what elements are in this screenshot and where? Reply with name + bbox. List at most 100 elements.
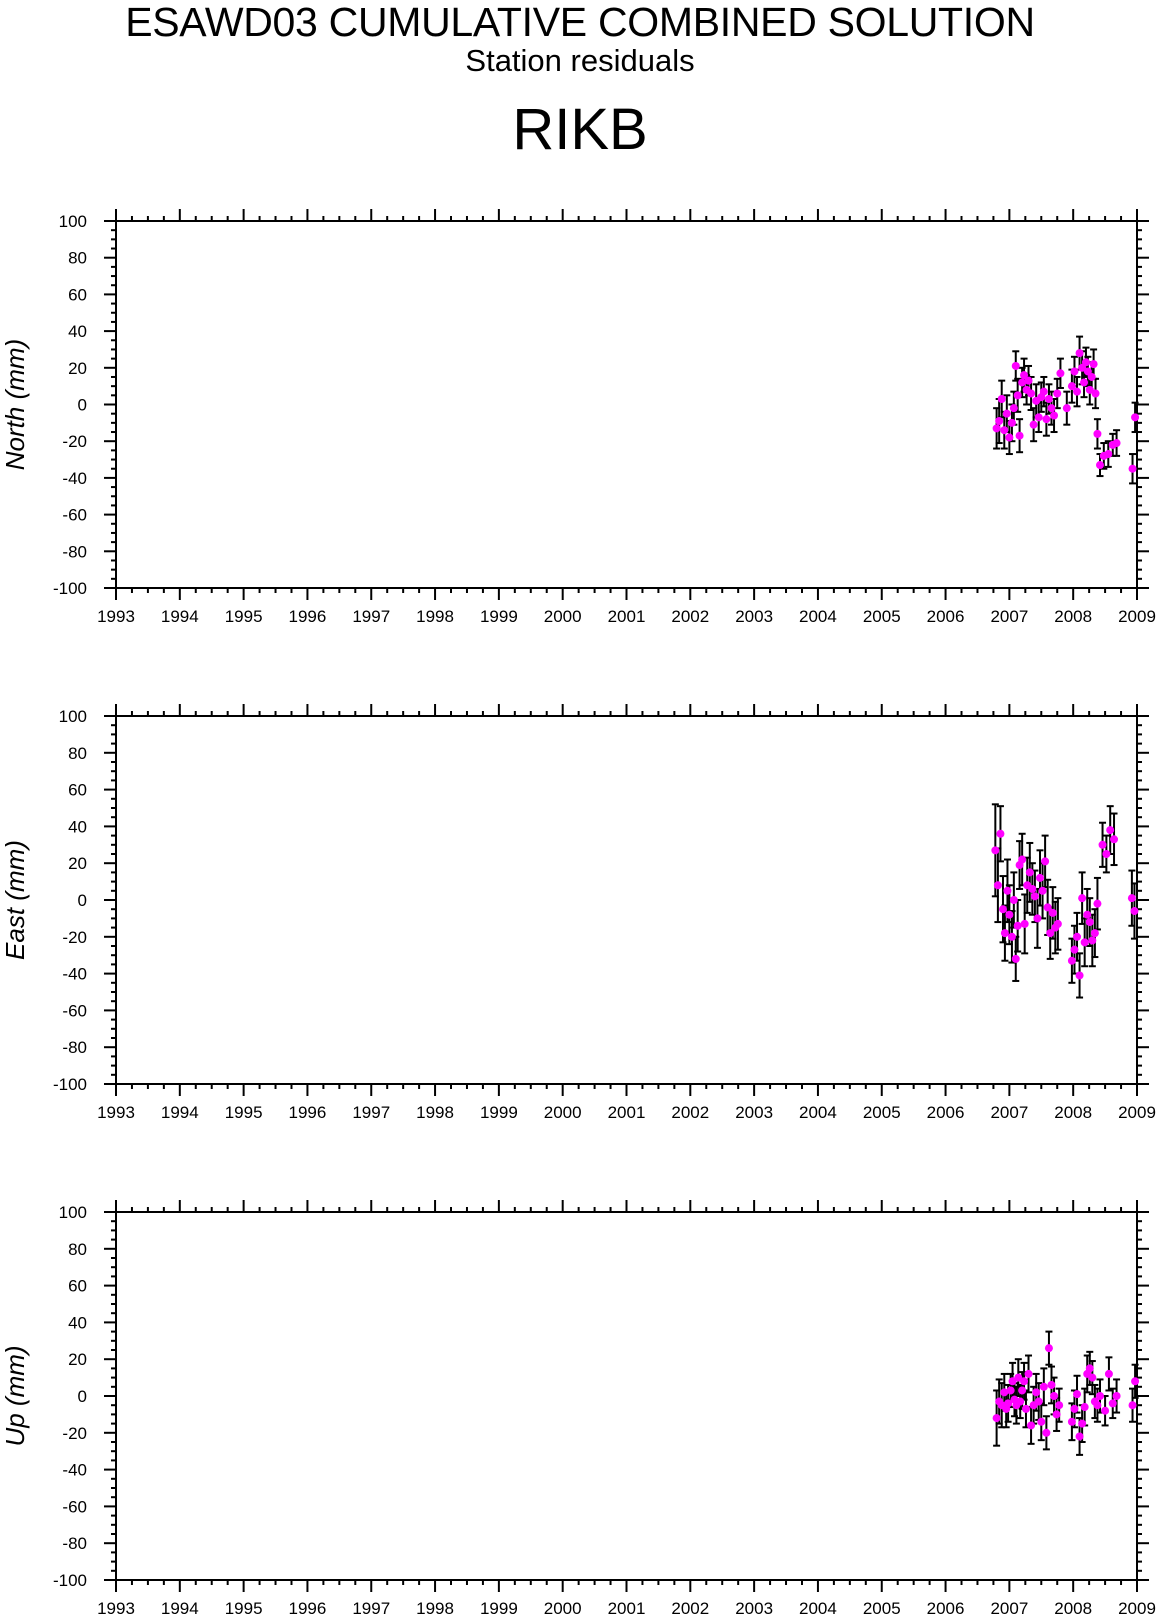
north-x-tick-label: 2007 xyxy=(990,607,1028,626)
east-data-point xyxy=(1025,868,1034,877)
east-data-point xyxy=(1003,886,1012,895)
up-data-point xyxy=(1055,1401,1064,1410)
up-data-point xyxy=(992,1414,1001,1423)
up-data-point xyxy=(1044,1344,1053,1353)
up-y-tick-label: 40 xyxy=(68,1313,87,1332)
up-data-point xyxy=(1052,1410,1061,1419)
up-data-point xyxy=(1039,1382,1048,1391)
east-x-tick-label: 2006 xyxy=(927,1103,965,1122)
east-y-tick-label: -20 xyxy=(62,928,87,947)
up-data-point xyxy=(1042,1428,1051,1437)
up-data-point xyxy=(1108,1399,1117,1408)
north-data-point xyxy=(1000,426,1009,435)
up-data-point xyxy=(1095,1392,1104,1400)
up-y-tick-label: 0 xyxy=(78,1387,87,1406)
up-x-tick-label: 2009 xyxy=(1118,1599,1156,1618)
north-data-point xyxy=(1070,367,1079,376)
up-x-tick-label: 2002 xyxy=(671,1599,709,1618)
east-y-tick-label: -40 xyxy=(62,965,87,984)
east-y-tick-label: -60 xyxy=(62,1001,87,1020)
east-x-tick-label: 1998 xyxy=(416,1103,454,1122)
east-data-point xyxy=(1078,894,1087,903)
north-data-point xyxy=(1080,378,1089,387)
north-x-tick-label: 2002 xyxy=(671,607,709,626)
east-data-point xyxy=(993,881,1002,890)
east-y-tick-label: 20 xyxy=(68,854,87,873)
north-y-tick-label: -40 xyxy=(62,469,87,488)
east-data-point xyxy=(1067,956,1076,965)
east-data-point xyxy=(1013,921,1022,930)
north-data-point xyxy=(1128,464,1137,473)
east-y-tick-label: 100 xyxy=(59,707,87,726)
chart-subtitle: Station residuals xyxy=(465,43,695,78)
north-data-point xyxy=(1011,361,1020,370)
up-data-point xyxy=(1104,1369,1113,1378)
up-y-axis-label: Up (mm) xyxy=(0,1345,30,1446)
north-data-point xyxy=(1056,369,1065,378)
north-x-tick-label: 1998 xyxy=(416,607,454,626)
up-x-tick-label: 1998 xyxy=(416,1599,454,1618)
east-x-tick-label: 2003 xyxy=(735,1103,773,1122)
north-data-point xyxy=(992,424,1001,433)
up-data-point xyxy=(1034,1397,1043,1406)
up-x-tick-label: 2005 xyxy=(863,1599,901,1618)
east-data-point xyxy=(1020,919,1029,928)
north-data-point xyxy=(1062,404,1071,413)
east-data-point xyxy=(1000,929,1009,938)
east-data-point xyxy=(998,905,1007,914)
east-data-point xyxy=(1036,873,1045,882)
north-data-point xyxy=(1034,413,1043,422)
up-y-tick-label: 20 xyxy=(68,1350,87,1369)
up-data-point xyxy=(1101,1406,1110,1415)
north-data-point xyxy=(1112,439,1121,448)
up-data-point xyxy=(1088,1373,1097,1382)
station-name: RIKB xyxy=(512,97,648,162)
east-y-axis-label: East (mm) xyxy=(0,840,30,960)
up-y-tick-label: -80 xyxy=(62,1534,87,1553)
east-data-point xyxy=(1028,884,1037,893)
east-x-tick-label: 1999 xyxy=(480,1103,518,1122)
up-data-point xyxy=(1016,1397,1025,1406)
up-data-point xyxy=(1000,1388,1009,1397)
up-x-tick-label: 2004 xyxy=(799,1599,837,1618)
up-data-point xyxy=(1027,1421,1036,1430)
north-data-point xyxy=(1039,387,1048,396)
up-panel: 1993 1994 1995 1996 1997 1998 1999 2000 2001 2002… xyxy=(0,1200,1156,1618)
chart-title: ESAWD03 CUMULATIVE COMBINED SOLUTION xyxy=(125,0,1035,45)
north-data-point xyxy=(1091,389,1100,398)
east-data-point xyxy=(1093,899,1102,908)
east-data-point xyxy=(1098,840,1107,849)
north-y-tick-label: -60 xyxy=(62,506,87,525)
north-data-point xyxy=(1024,376,1033,385)
east-y-tick-label: -80 xyxy=(62,1038,87,1057)
up-data-point xyxy=(1067,1417,1076,1426)
east-x-tick-label: 2009 xyxy=(1118,1103,1156,1122)
north-x-tick-label: 2009 xyxy=(1118,607,1156,626)
north-y-tick-label: 20 xyxy=(68,359,87,378)
north-data-point xyxy=(1104,450,1113,459)
up-data-point xyxy=(1037,1417,1046,1426)
east-data-point xyxy=(1030,892,1039,901)
east-data-point xyxy=(1075,971,1084,980)
east-data-point xyxy=(1083,910,1092,919)
up-y-tick-label: 100 xyxy=(59,1203,87,1222)
up-x-tick-label: 1997 xyxy=(352,1599,390,1618)
north-x-tick-label: 2000 xyxy=(544,607,582,626)
north-y-axis-label: North (mm) xyxy=(0,339,30,470)
up-data-point xyxy=(1075,1432,1084,1441)
north-y-tick-label: -100 xyxy=(53,579,87,598)
north-x-tick-label: 1997 xyxy=(352,607,390,626)
north-y-tick-label: 80 xyxy=(68,249,87,268)
north-plot-frame xyxy=(115,220,1138,589)
east-data-point xyxy=(1073,932,1082,941)
up-x-tick-label: 1993 xyxy=(97,1599,135,1618)
north-data-point xyxy=(1042,415,1051,424)
north-x-tick-label: 2008 xyxy=(1054,607,1092,626)
east-data-point xyxy=(1130,907,1139,916)
east-data-point xyxy=(1038,886,1047,895)
north-data-point xyxy=(1009,404,1018,413)
east-y-tick-label: 0 xyxy=(78,891,87,910)
north-data-point xyxy=(1020,371,1029,380)
north-x-tick-label: 1993 xyxy=(97,607,135,626)
east-data-point xyxy=(1106,826,1115,835)
